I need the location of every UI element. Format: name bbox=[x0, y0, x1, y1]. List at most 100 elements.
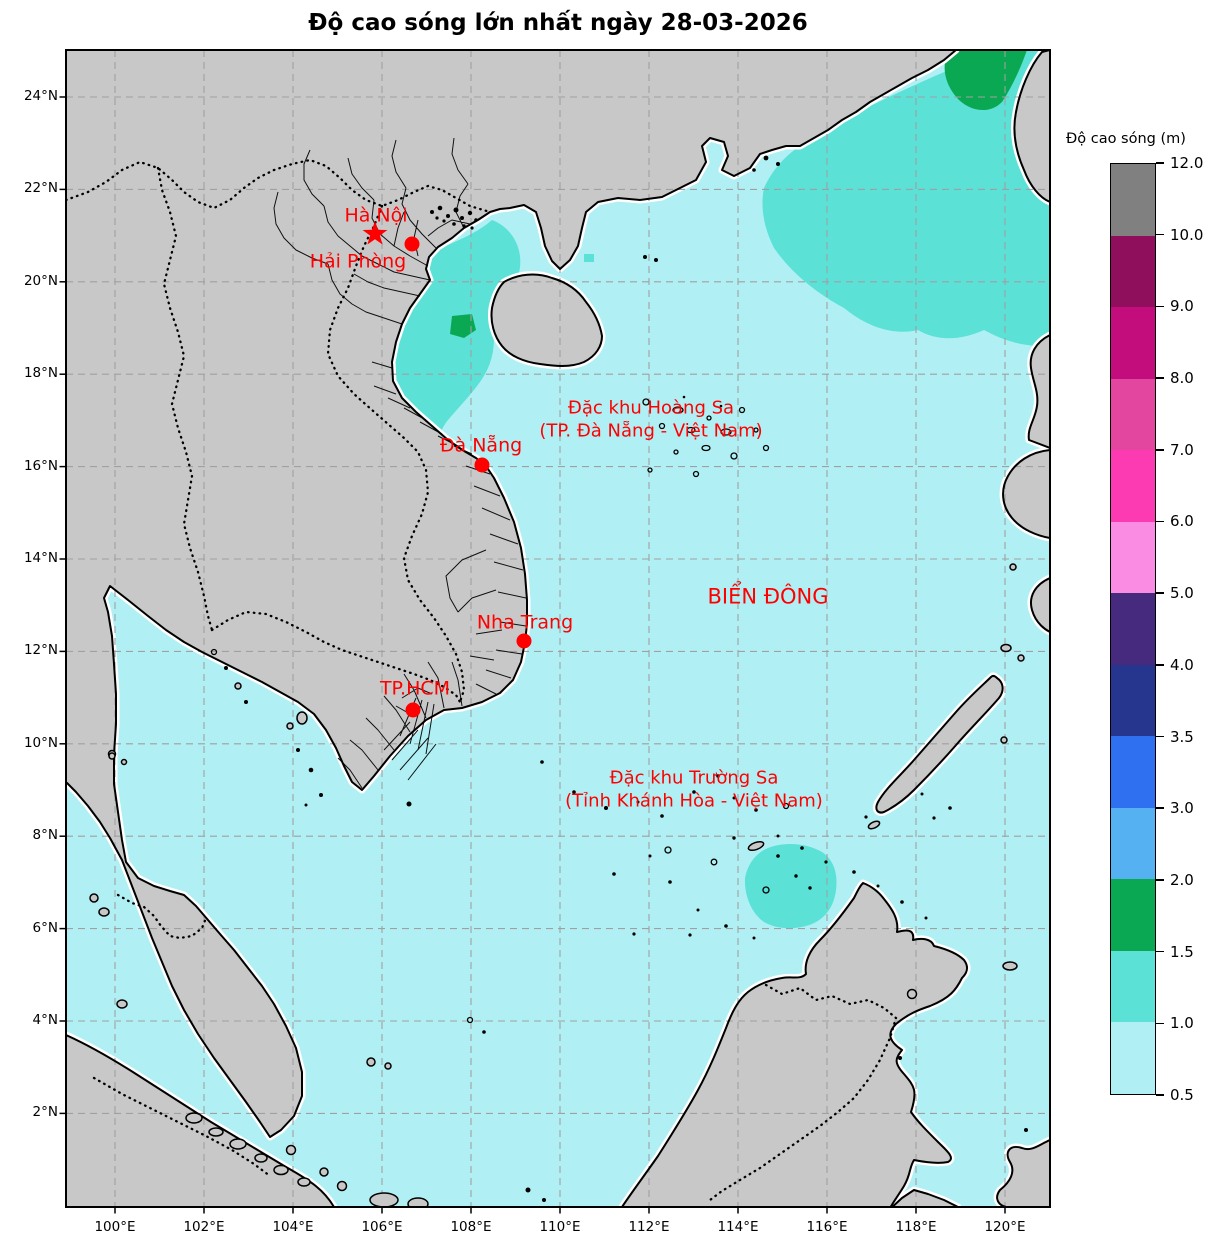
sea-label-line: Đặc khu Trường Sa bbox=[609, 767, 779, 789]
paracel-islands bbox=[642, 395, 770, 478]
sea-label-line: (TP. Đà Nẵng - Việt Nam) bbox=[539, 421, 763, 442]
colorbar-tick-mark bbox=[1156, 592, 1164, 594]
wave-patch-leizhou bbox=[584, 254, 594, 262]
axis-tick-marks bbox=[59, 96, 1006, 1214]
border-laos-vietnam bbox=[326, 204, 466, 704]
guangdong-islets bbox=[643, 155, 780, 262]
colorbar-segment bbox=[1111, 164, 1155, 236]
sea-label-truong-sa: Đặc khu Trường Sa (Tỉnh Khánh Hòa - Việt … bbox=[565, 767, 823, 814]
colorbar-tick-label: 12.0 bbox=[1170, 154, 1204, 172]
malacca-strait-islands bbox=[89, 752, 546, 1207]
colorbar-tick-mark bbox=[1156, 664, 1164, 666]
y-tick-label: 16°N bbox=[23, 457, 58, 474]
city-marker-star bbox=[362, 221, 388, 245]
x-tick-label: 106°E bbox=[361, 1219, 403, 1235]
y-tick-label: 10°N bbox=[23, 734, 58, 751]
colorbar-tick-mark bbox=[1156, 162, 1164, 164]
small-islands bbox=[89, 155, 1028, 1207]
colorbar-tick-mark bbox=[1156, 520, 1164, 523]
y-tick-label: 6°N bbox=[32, 919, 58, 936]
city-markers bbox=[362, 221, 532, 718]
colorbar-tick-label: 9.0 bbox=[1170, 297, 1194, 316]
x-tick-label: 102°E bbox=[183, 1219, 225, 1235]
colorbar-segment bbox=[1111, 450, 1155, 522]
colorbar-tick-label: 8.0 bbox=[1170, 369, 1194, 388]
city-label: Đà Nẵng bbox=[440, 434, 522, 457]
city-label: Nha Trang bbox=[477, 612, 573, 634]
colorbar bbox=[1110, 163, 1156, 1095]
border-malaysia-indonesia-borneo bbox=[708, 983, 898, 1202]
colorbar-tick-mark bbox=[1156, 1094, 1164, 1096]
colorbar-tick-label: 5.0 bbox=[1170, 584, 1194, 603]
colorbar-tick-label: 3.0 bbox=[1170, 799, 1194, 818]
x-tick-label: 120°E bbox=[984, 1219, 1026, 1235]
city-labels: Hà Nội Hải Phòng Đà Nẵng Nha Trang TP.HCM bbox=[310, 205, 573, 700]
y-tick-label: 24°N bbox=[23, 88, 58, 104]
y-tick-label: 2°N bbox=[32, 1104, 58, 1121]
colorbar-segment bbox=[1111, 593, 1155, 665]
colorbar-tick-label: 6.0 bbox=[1170, 512, 1194, 531]
city-label: Hà Nội bbox=[344, 205, 407, 227]
x-tick-label: 118°E bbox=[895, 1219, 937, 1235]
city-marker-dot bbox=[405, 702, 421, 718]
border-myanmar-thailand bbox=[156, 166, 214, 632]
x-tick-label: 114°E bbox=[717, 1219, 759, 1235]
sea-label-line: BIỂN ĐÔNG bbox=[707, 584, 829, 609]
colorbar-tick-mark bbox=[1156, 879, 1164, 881]
halong-karst-islets bbox=[430, 205, 478, 230]
colorbar-tick-label: 7.0 bbox=[1170, 440, 1194, 459]
colorbar-segment bbox=[1111, 378, 1155, 451]
map-frame bbox=[65, 49, 1051, 1208]
x-tick-label: 110°E bbox=[539, 1219, 581, 1235]
colorbar-title: Độ cao sóng (m) bbox=[1066, 131, 1186, 147]
sea-label-line: Đặc khu Hoàng Sa bbox=[567, 397, 735, 419]
colorbar-segment bbox=[1111, 879, 1155, 951]
y-tick-label: 8°N bbox=[32, 827, 58, 844]
city-marker-dot bbox=[474, 457, 490, 473]
x-tick-label: 116°E bbox=[806, 1219, 848, 1235]
colorbar-segment bbox=[1111, 664, 1155, 737]
border-thailand-malaysia bbox=[116, 893, 208, 940]
colorbar-segment bbox=[1111, 521, 1155, 594]
colorbar-segment bbox=[1111, 235, 1155, 308]
colorbar-tick-mark bbox=[1156, 233, 1164, 236]
colorbar-segment bbox=[1111, 1022, 1155, 1094]
x-tick-label: 108°E bbox=[450, 1219, 492, 1235]
wave-patch-tonkin-spot bbox=[450, 314, 476, 338]
colorbar-segment bbox=[1111, 950, 1155, 1023]
x-tick-label: 100°E bbox=[94, 1219, 136, 1235]
colorbar-segment bbox=[1111, 736, 1155, 808]
border-thailand-cambodia bbox=[210, 610, 462, 704]
city-label: Hải Phòng bbox=[310, 251, 406, 273]
x-tick-label: 104°E bbox=[272, 1219, 314, 1235]
y-tick-label: 22°N bbox=[23, 180, 58, 197]
y-tick-label: 4°N bbox=[32, 1012, 58, 1028]
colorbar-tick-label: 3.5 bbox=[1170, 727, 1194, 746]
y-tick-label: 20°N bbox=[23, 272, 58, 289]
city-label: TP.HCM bbox=[379, 678, 450, 700]
y-tick-label: 18°N bbox=[23, 365, 58, 382]
colorbar-tick-label: 0.5 bbox=[1170, 1086, 1194, 1104]
colorbar-tick-label: 2.0 bbox=[1170, 870, 1194, 889]
wave-patch-truong-sa bbox=[744, 844, 837, 929]
sea-label-hoang-sa: Đặc khu Hoàng Sa (TP. Đà Nẵng - Việt Nam) bbox=[539, 397, 762, 444]
city-marker-dot bbox=[516, 633, 532, 649]
colorbar-segment bbox=[1111, 307, 1155, 379]
colorbar-segment bbox=[1111, 807, 1155, 880]
colorbar-tick-mark bbox=[1156, 735, 1164, 738]
international-borders-dotted bbox=[66, 158, 898, 1202]
colorbar-tick-label: 1.0 bbox=[1170, 1014, 1194, 1033]
graticule-gridlines bbox=[66, 50, 1050, 1207]
border-sumatra bbox=[92, 1076, 272, 1178]
sea-label-bien-dong: BIỂN ĐÔNG bbox=[707, 583, 828, 610]
colorbar-tick-mark bbox=[1156, 950, 1164, 953]
province-borders bbox=[273, 137, 527, 789]
colorbar-tick-label: 10.0 bbox=[1170, 225, 1204, 244]
border-china-vietnam bbox=[66, 158, 492, 214]
wave-patch-northeast bbox=[762, 50, 1050, 346]
colorbar-tick-mark bbox=[1156, 449, 1164, 451]
colorbar-tick-label: 1.5 bbox=[1170, 942, 1194, 961]
x-tick-label: 112°E bbox=[628, 1219, 670, 1235]
sea-label-line: (Tỉnh Khánh Hòa - Việt Nam) bbox=[565, 791, 823, 812]
